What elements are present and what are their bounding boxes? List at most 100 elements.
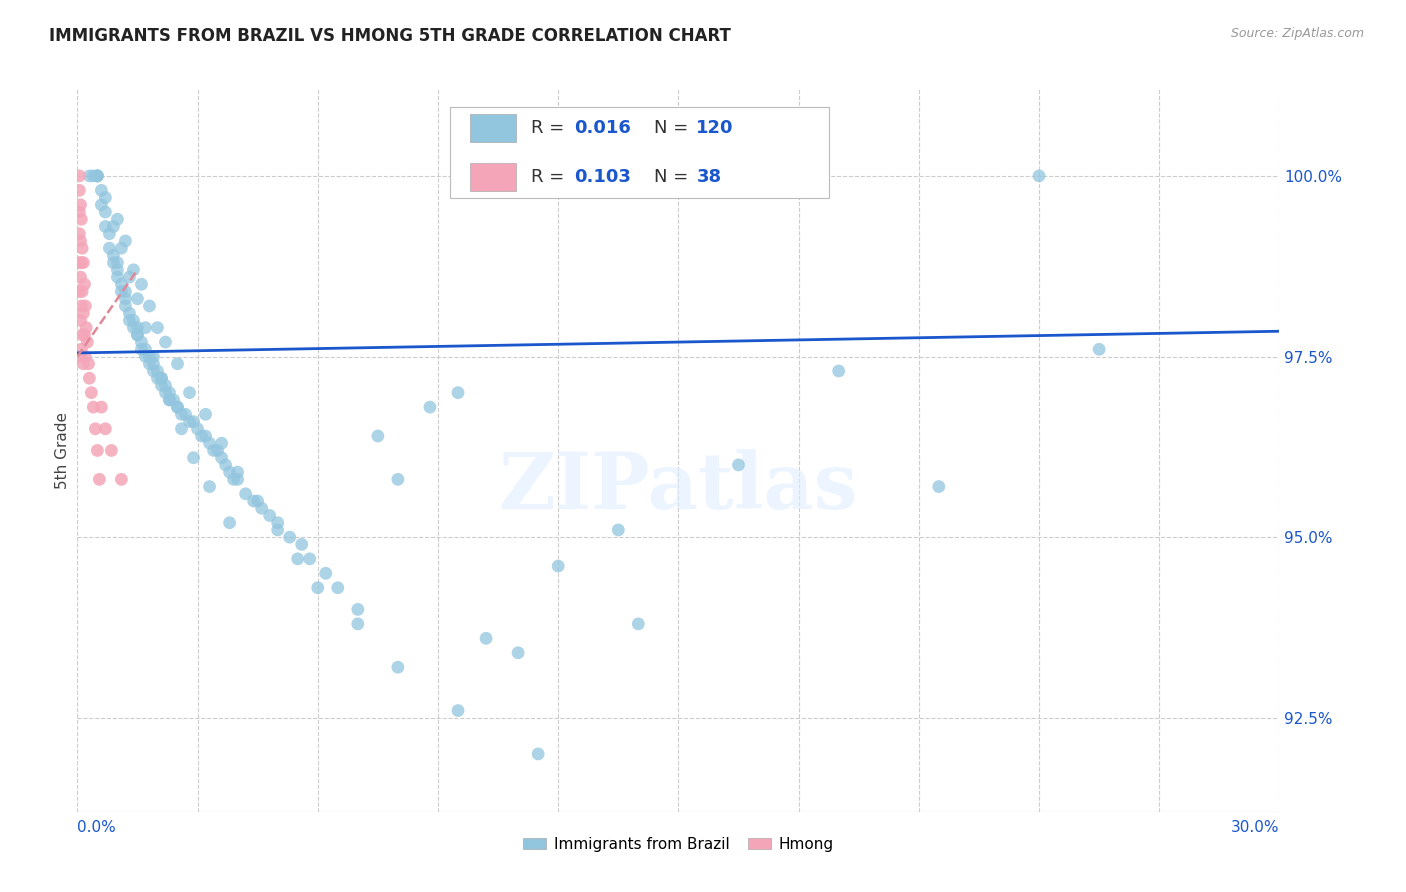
Point [134,343,156,357]
Point [155,385,177,400]
Point [90,400,112,414]
Point [94,205,117,219]
Point [142,364,165,378]
Point [67,255,90,269]
Point [70,327,93,342]
Point [69,234,91,248]
Point [218,465,240,479]
Point [110,472,132,486]
Point [131,335,153,350]
Point [69,350,91,364]
Point [138,350,160,364]
Point [166,400,188,414]
Point [77,357,100,371]
Point [84,422,107,436]
Point [131,277,153,292]
Point [67,169,90,183]
Point [166,400,188,414]
Point [367,429,389,443]
Point [179,385,201,400]
Point [447,704,470,718]
Point [76,335,98,350]
Point [67,285,90,299]
Text: 0.103: 0.103 [574,168,631,186]
Point [127,327,149,342]
Point [75,320,97,334]
Point [69,270,91,285]
Point [73,277,96,292]
Point [287,552,309,566]
Point [70,241,93,255]
Point [107,263,129,277]
Point [79,371,101,385]
Point [447,385,470,400]
Point [298,552,321,566]
Point [326,581,349,595]
Point [103,219,125,234]
Point [190,429,212,443]
Point [146,364,169,378]
Point [166,357,188,371]
Text: 38: 38 [696,168,721,186]
Point [150,378,173,392]
Point [110,241,132,255]
Point [138,299,160,313]
Point [346,616,368,631]
Point [387,472,409,486]
Point [727,458,749,472]
Point [114,292,136,306]
Point [94,191,117,205]
Point [122,263,145,277]
Point [828,364,851,378]
Point [170,408,193,422]
Point [174,408,197,422]
Point [67,227,90,241]
Text: 30.0%: 30.0% [1232,821,1279,836]
Point [419,400,441,414]
Point [159,392,181,407]
Point [194,429,217,443]
Point [69,313,91,327]
Point [226,465,249,479]
Point [387,660,409,674]
Text: IMMIGRANTS FROM BRAZIL VS HMONG 5TH GRADE CORRELATION CHART: IMMIGRANTS FROM BRAZIL VS HMONG 5TH GRAD… [49,27,731,45]
Point [278,530,301,544]
Point [150,371,173,385]
Point [159,392,181,407]
Point [107,255,129,269]
Point [70,343,93,357]
Point [100,443,122,458]
Point [103,255,125,269]
Point [67,205,90,219]
Point [150,371,173,385]
Point [198,480,221,494]
Point [82,400,104,414]
Point [186,422,209,436]
Point [222,472,245,486]
Text: N =: N = [654,119,695,136]
Point [107,270,129,285]
Text: 0.016: 0.016 [574,119,631,136]
Point [86,169,108,183]
Point [90,183,112,197]
Point [155,378,177,392]
Point [291,537,314,551]
Point [627,616,650,631]
Text: 120: 120 [696,119,734,136]
Point [315,566,337,581]
Point [142,350,165,364]
Point [1028,169,1050,183]
Point [98,241,121,255]
Point [67,183,90,197]
Point [475,632,498,646]
Point [107,212,129,227]
Point [127,327,149,342]
Point [70,255,93,269]
Point [211,450,233,465]
Point [198,436,221,450]
Point [131,343,153,357]
Point [259,508,281,523]
Point [146,320,169,334]
Point [72,357,94,371]
Point [75,350,97,364]
